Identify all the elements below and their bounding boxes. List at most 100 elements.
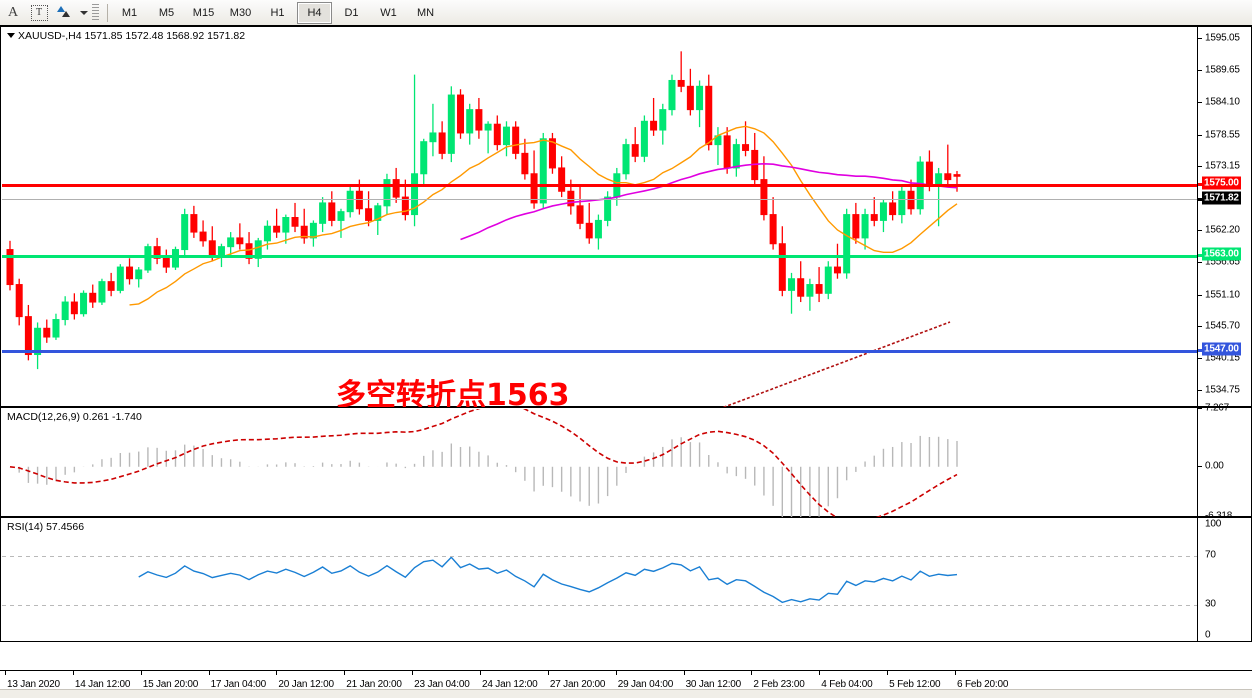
time-tick	[276, 671, 278, 675]
price-tick	[1198, 69, 1202, 71]
rsi-tick-label: 30	[1205, 598, 1216, 610]
time-tick	[819, 671, 821, 675]
price-tick-label: 1545.70	[1205, 320, 1240, 332]
price-tick-label: 1584.10	[1205, 96, 1240, 108]
time-tick	[72, 671, 74, 675]
price-tick	[1198, 262, 1202, 264]
price-tick	[1198, 38, 1202, 40]
macd-tick	[1198, 408, 1202, 409]
timeframe-button-m30[interactable]: M30	[229, 6, 252, 19]
macd-tick-label: 0.00	[1205, 460, 1224, 472]
time-tick	[683, 671, 685, 675]
shapes-tool-icon[interactable]	[53, 2, 77, 23]
price-tick-label: 1556.65	[1205, 256, 1240, 268]
level-line-resistance[interactable]	[2, 184, 1199, 187]
price-badge-current-price[interactable]: 1571.82	[1202, 191, 1241, 205]
macd-svg	[9, 409, 958, 517]
time-tick-label: 13 Jan 2020	[7, 679, 60, 690]
macd-tick	[1198, 516, 1202, 517]
price-tick-label: 1578.55	[1205, 129, 1240, 141]
price-badge-marker	[1198, 183, 1203, 186]
time-tick	[955, 671, 956, 675]
time-tick-label: 5 Feb 12:00	[889, 679, 941, 690]
price-badge-marker	[1198, 349, 1203, 352]
price-tick	[1198, 102, 1202, 104]
rsi-oversold-line	[2, 605, 1199, 607]
time-tick	[208, 671, 210, 675]
time-tick	[547, 671, 549, 675]
level-line-pivot[interactable]	[2, 255, 1199, 258]
time-tick-label: 24 Jan 12:00	[482, 679, 538, 690]
level-line-support[interactable]	[2, 350, 1199, 353]
timeframe-button-m5[interactable]: M5	[158, 6, 175, 19]
time-tick	[887, 671, 889, 675]
text-tool-icon[interactable]: A	[7, 4, 19, 20]
toolbar: A T M1 M5 M15 M30 H1 H4 D1 W1 MN	[0, 0, 1252, 26]
rsi-pane[interactable]: RSI(14) 57.4566 100 70 30 0	[0, 517, 1252, 642]
time-tick-label: 20 Jan 12:00	[278, 679, 334, 690]
rsi-svg	[138, 556, 958, 604]
macd-tick	[1198, 465, 1202, 467]
price-tick-label: 1589.65	[1205, 64, 1240, 76]
price-tick-label: 1573.15	[1205, 160, 1240, 172]
price-badge-resistance[interactable]: 1575.00	[1202, 176, 1241, 190]
rsi-tick-label: 0	[1205, 629, 1211, 641]
timeframe-button-h1[interactable]: H1	[270, 6, 285, 19]
macd-plot[interactable]: MACD(12,26,9) 0.261 -1.740	[2, 409, 1199, 517]
timeframe-button-d1[interactable]: D1	[344, 6, 359, 19]
price-tick-label: 1540.15	[1205, 352, 1240, 364]
rsi-axis: 100 70 30 0	[1197, 518, 1251, 641]
price-pane[interactable]: XAUUSD-,H4 1571.85 1572.48 1568.92 1571.…	[0, 26, 1252, 407]
shapes-dropdown-chevron-down-icon[interactable]	[80, 10, 88, 15]
time-tick-label: 2 Feb 23:00	[753, 679, 805, 690]
price-tick-label: 1534.75	[1205, 384, 1240, 396]
time-tick	[480, 671, 481, 675]
price-pane-title-text: XAUUSD-,H4 1571.85 1572.48 1568.92 1571.…	[18, 30, 246, 42]
rsi-overbought-line	[2, 555, 1199, 557]
timeframe-button-m15[interactable]: M15	[192, 6, 215, 19]
price-tick-label: 1562.20	[1205, 224, 1240, 236]
price-pane-title: XAUUSD-,H4 1571.85 1572.48 1568.92 1571.…	[7, 30, 245, 42]
toolbar-drag-handle[interactable]	[92, 4, 99, 21]
time-tick-label: 29 Jan 04:00	[617, 679, 674, 690]
rsi-tick-label: 100	[1205, 518, 1222, 530]
shapes-glyph	[56, 5, 74, 20]
price-plot[interactable]: XAUUSD-,H4 1571.85 1572.48 1568.92 1571.…	[2, 28, 1199, 407]
collapse-chevron-down-icon[interactable]	[7, 33, 15, 38]
time-tick-label: 14 Jan 12:00	[74, 679, 131, 690]
time-tick-label: 15 Jan 20:00	[142, 679, 199, 690]
timeframe-button-h4[interactable]: H4	[297, 1, 332, 24]
price-tick	[1198, 358, 1202, 360]
time-tick	[5, 671, 6, 675]
macd-axis: 7.267 0.00 -6.318	[1197, 403, 1251, 522]
price-tick	[1198, 326, 1202, 328]
price-axis[interactable]: 1595.051589.651584.101578.551573.151567.…	[1197, 27, 1251, 406]
label-tool-icon[interactable]: T	[27, 2, 51, 23]
chart-annotation-text[interactable]: 多空转折点1563	[336, 378, 570, 407]
time-tick-label: 4 Feb 04:00	[821, 679, 873, 690]
rsi-pane-title: RSI(14) 57.4566	[7, 521, 85, 533]
time-tick-label: 6 Feb 20:00	[957, 679, 1009, 690]
time-tick	[344, 671, 346, 675]
time-tick	[412, 671, 414, 675]
rsi-tick-label: 70	[1205, 549, 1216, 561]
shape-triangle-blue-icon	[57, 5, 65, 12]
time-tick-label: 30 Jan 12:00	[685, 679, 742, 690]
price-badge-support[interactable]: 1547.00	[1202, 342, 1241, 356]
timeframe-button-mn[interactable]: MN	[416, 6, 435, 19]
rsi-plot[interactable]: RSI(14) 57.4566	[2, 519, 1199, 642]
horizontal-scrollbar[interactable]	[0, 689, 1252, 698]
macd-tick-label: 7.267	[1205, 402, 1230, 414]
time-tick	[615, 671, 617, 675]
timeframe-button-m1[interactable]: M1	[121, 6, 138, 19]
timeframe-button-w1[interactable]: W1	[380, 6, 397, 19]
time-tick-label: 17 Jan 04:00	[210, 679, 267, 690]
level-line-current-price	[2, 199, 1199, 200]
timeframe-group: M1 M5 M15 M30 H1 H4 D1 W1 MN	[111, 1, 444, 24]
time-tick	[751, 671, 753, 675]
price-badge-pivot[interactable]: 1563.00	[1202, 247, 1241, 261]
price-tick	[1198, 389, 1202, 391]
macd-pane[interactable]: MACD(12,26,9) 0.261 -1.740 7.267 0.00 -6.3…	[0, 403, 1252, 522]
price-tick	[1198, 166, 1202, 168]
